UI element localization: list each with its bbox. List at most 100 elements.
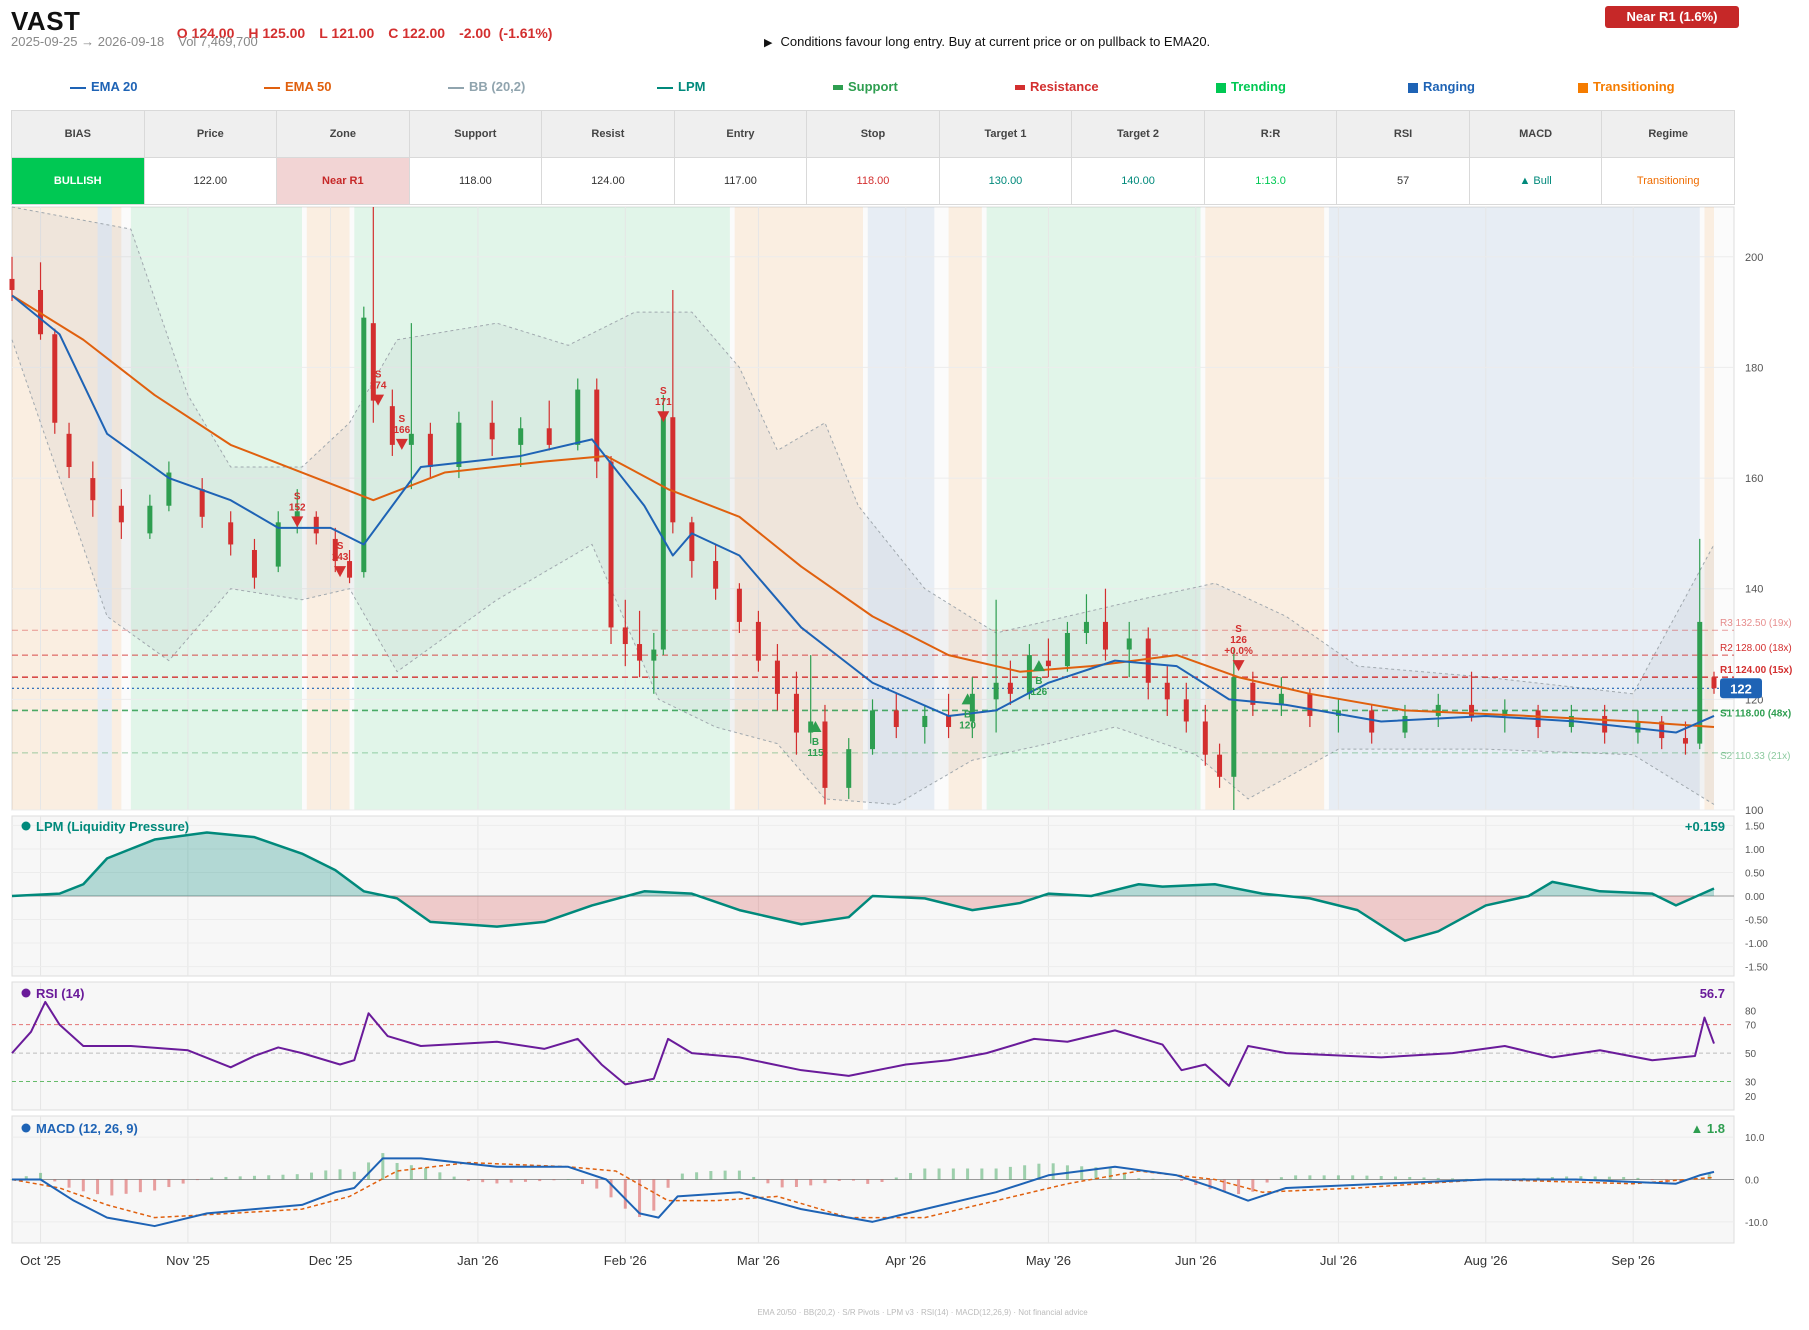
macd-histogram-bar — [1051, 1163, 1055, 1180]
macd-tick-label: 0.0 — [1745, 1176, 1759, 1187]
macd-line — [12, 1157, 1715, 1228]
support-cell: 118.00 — [408, 157, 543, 205]
legend-item: EMA 50 — [264, 79, 331, 94]
candle-body — [1307, 693, 1313, 716]
candle-body — [1697, 621, 1703, 744]
macd-histogram-bar — [809, 1179, 813, 1186]
rsi-panel-title: RSI (14) — [36, 986, 84, 1001]
candle-body — [90, 478, 96, 501]
candle-body — [1217, 754, 1223, 777]
macd-histogram-bar — [452, 1176, 456, 1180]
macd-histogram-bar — [523, 1179, 527, 1182]
macd-histogram-bar — [1222, 1179, 1226, 1192]
legend-item: BB (20,2) — [448, 79, 525, 94]
sell-signal-label: S — [294, 491, 301, 502]
ema50-line — [11, 294, 1715, 729]
legend-item: Transitioning — [1578, 79, 1675, 94]
entry-cell: 117.00 — [673, 157, 808, 205]
sell-signal-label: 126 — [1230, 635, 1247, 646]
macd-histogram-bar — [167, 1179, 171, 1188]
lpm-current-value: +0.159 — [1685, 819, 1725, 834]
macd-histogram-bar — [1636, 1177, 1640, 1180]
candle-body — [660, 417, 666, 650]
candle-body — [922, 715, 928, 728]
regime-band-transitioning — [111, 207, 122, 810]
candle-body — [1231, 677, 1237, 777]
macd-histogram-bar — [1622, 1176, 1626, 1180]
macd-histogram-bar — [737, 1170, 741, 1180]
candle-body — [332, 538, 338, 562]
table-row: BULLISH 122.00 Near R1 118.00 124.00 117… — [11, 157, 1735, 205]
macd-histogram-bar — [1593, 1176, 1597, 1180]
macd-histogram-bar — [1579, 1176, 1583, 1180]
candle-body — [946, 715, 952, 728]
lpm-negative-area — [12, 896, 1714, 941]
macd-histogram-bar — [1351, 1175, 1355, 1180]
y-tick-label: 160 — [1745, 473, 1763, 485]
signal-summary-table: BIAS Price Zone Support Resist Entry Sto… — [11, 110, 1735, 205]
x-tick-label: Jun '26 — [1175, 1253, 1217, 1268]
candle-body — [1435, 704, 1441, 716]
macd-histogram-bar — [1465, 1178, 1469, 1180]
sell-signal-marker — [1232, 660, 1245, 672]
macd-histogram-bar — [1180, 1179, 1184, 1181]
ema20-line — [11, 294, 1715, 734]
rsi-current-value: 56.7 — [1700, 986, 1725, 1001]
target2-cell: 140.00 — [1071, 157, 1205, 205]
legend-swatch — [1408, 82, 1418, 93]
macd-histogram-bar — [880, 1179, 884, 1183]
candle-body — [1502, 710, 1508, 716]
macd-histogram-bar — [780, 1179, 784, 1188]
table-header: Target 2 — [1071, 110, 1205, 158]
macd-histogram-bar — [310, 1172, 314, 1180]
close-value: C 122.00 — [388, 25, 446, 41]
sell-signal-label: 174 — [370, 381, 387, 392]
macd-histogram-bar — [138, 1179, 142, 1193]
legend-swatch — [70, 86, 86, 89]
x-tick-label: Dec '25 — [309, 1253, 353, 1268]
sr-level-label-r3: R3 132.50 (19x) — [1720, 618, 1792, 629]
candle-body — [651, 649, 657, 661]
x-tick-label: Oct '25 — [20, 1253, 61, 1268]
sell-signal-marker — [291, 516, 304, 528]
macd-tick-label: 10.0 — [1745, 1133, 1765, 1144]
macd-histogram-bar — [1451, 1178, 1455, 1180]
candle-body — [1145, 638, 1151, 683]
macd-histogram-bar — [794, 1179, 798, 1187]
macd-histogram-bar — [1237, 1179, 1241, 1195]
macd-histogram-bar — [124, 1179, 128, 1194]
table-header: RSI — [1336, 110, 1470, 158]
macd-histogram-bar — [267, 1175, 271, 1180]
buy-signal-marker — [1032, 660, 1045, 672]
y-tick-label: 100 — [1745, 805, 1763, 817]
sr-level-label-r1: R1 124.00 (15x) — [1720, 665, 1792, 676]
macd-histogram-bar — [923, 1168, 927, 1180]
macd-histogram-bar — [67, 1179, 71, 1188]
macd-histogram-bar — [1165, 1179, 1169, 1180]
regime-band-trending — [130, 207, 303, 810]
macd-histogram-bar — [1308, 1175, 1312, 1180]
buy-signal-label: B — [1035, 676, 1042, 687]
macd-histogram-bar — [823, 1179, 827, 1184]
candle-body — [370, 323, 376, 401]
candle-body — [1126, 638, 1132, 650]
legend-label: Resistance — [1030, 79, 1099, 94]
lpm-line — [11, 831, 1715, 942]
candle-body — [275, 522, 281, 567]
legend-label: LPM — [678, 79, 706, 94]
rsi-tick-label: 80 — [1745, 1006, 1757, 1017]
macd-histogram-bar — [1122, 1172, 1126, 1180]
macd-histogram-bar — [937, 1168, 941, 1180]
rsi-tick-label: 30 — [1745, 1078, 1757, 1089]
macd-histogram-bar — [909, 1172, 913, 1180]
candle-body — [774, 660, 780, 694]
lpm-tick-label: -1.00 — [1745, 939, 1768, 950]
regime-band-transitioning — [1205, 207, 1325, 810]
macd-histogram-bar — [766, 1179, 770, 1184]
macd-histogram-bar — [1650, 1179, 1654, 1181]
candle-body — [637, 644, 643, 661]
legend-item: Resistance — [1015, 79, 1099, 94]
buy-signal-label: 115 — [807, 748, 824, 759]
candle-body — [52, 334, 58, 423]
